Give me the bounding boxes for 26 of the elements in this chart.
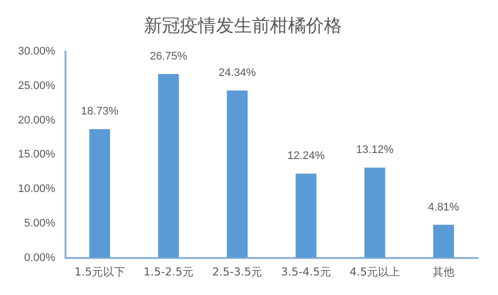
data-label: 13.12% [356,144,394,156]
y-tick-label: 5.00% [24,217,56,230]
bar [364,168,386,258]
bar [226,90,248,258]
data-label: 4.81% [428,201,460,214]
x-tick-label: 3.5-4.5元 [281,265,332,278]
bar [89,129,110,258]
y-tick-label: 15.00% [18,148,56,161]
x-tick-label: 1.5-2.5元 [143,265,194,278]
x-tick-label: 1.5元以下 [74,265,125,278]
y-tick-label: 10.00% [18,183,56,196]
x-tick-label: 其他 [432,265,455,278]
y-tick-label: 0.00% [24,252,56,264]
bar [296,174,316,258]
data-label: 12.24% [287,150,325,162]
x-tick-label: 2.5-3.5元 [212,265,262,278]
chart-title: 新冠疫情发生前柑橘价格 [144,15,342,36]
y-tick-label: 30.00% [18,46,56,58]
data-label: 24.34% [218,67,256,80]
data-label: 26.75% [150,50,188,62]
y-tick-label: 25.00% [18,80,56,92]
x-tick-label: 4.5元以上 [350,265,400,278]
bar [433,224,454,258]
bar [158,74,179,258]
data-label: 18.73% [81,106,119,118]
y-tick-label: 20.00% [18,114,56,126]
